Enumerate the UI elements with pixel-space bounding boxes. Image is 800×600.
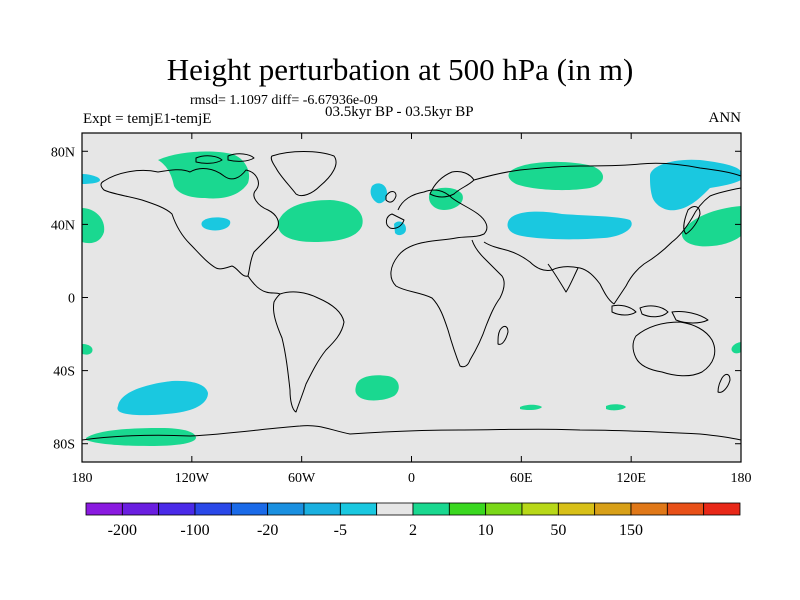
anomaly-southern-ocean-small-2 — [606, 404, 626, 411]
colorbar: -200 -100 -20 -5 2 10 50 150 — [85, 502, 741, 539]
anomaly-europe-negative — [370, 183, 388, 204]
colorbar-swatch — [703, 502, 741, 516]
lat-tick-label: 80N — [51, 145, 75, 160]
colorbar-swatch — [485, 502, 523, 516]
anomaly-northeast-asia-negative — [650, 159, 741, 211]
coast-madagascar — [497, 325, 509, 345]
anomaly-southern-ocean-small-1 — [520, 404, 542, 411]
colorbar-label: 50 — [550, 522, 566, 539]
coast-north-america — [100, 168, 279, 277]
coast-new-zealand — [717, 373, 731, 393]
colorbar-swatch — [376, 502, 414, 516]
longitude-axis: 180 120W 60W 0 60E 120E 180 — [72, 133, 752, 486]
anomaly-north-pacific-positive — [681, 206, 741, 247]
lon-tick-label: 180 — [72, 471, 93, 486]
anomaly-south-atlantic-positive — [355, 375, 399, 401]
colorbar-swatch — [594, 502, 632, 516]
colorbar-swatch — [158, 502, 196, 516]
lon-tick-label: 120W — [175, 471, 210, 486]
lon-tick-label: 180 — [731, 471, 752, 486]
colorbar-label: -100 — [180, 522, 209, 539]
coast-india — [547, 263, 579, 293]
experiment-label: Expt = temjE1-temjE — [83, 111, 212, 127]
colorbar-label: -5 — [334, 522, 347, 539]
colorbar-label: -200 — [108, 522, 137, 539]
colorbar-swatch — [448, 502, 487, 516]
lat-tick-label: 80S — [53, 438, 75, 453]
colorbar-swatch — [121, 502, 160, 516]
stats-text: rmsd= 1.1097 diff= -6.67936e-09 — [190, 93, 378, 108]
coast-greenland — [270, 151, 337, 197]
anomaly-south-edge-left — [82, 344, 93, 355]
colorbar-label: 10 — [478, 522, 494, 539]
lat-tick-label: 0 — [68, 292, 75, 307]
coast-asia — [473, 162, 742, 305]
colorbar-swatch — [630, 502, 668, 516]
colorbar-swatch — [412, 502, 450, 516]
anomaly-south-pacific-negative — [117, 380, 208, 416]
lon-tick-label: 60E — [510, 471, 533, 486]
lat-tick-label: 40S — [53, 365, 75, 380]
lat-tick-label: 40N — [51, 218, 75, 233]
colorbar-swatch — [339, 502, 378, 516]
figure-title: Height perturbation at 500 hPa (in m) — [166, 52, 634, 87]
anomaly-central-asia-negative — [507, 211, 632, 240]
coast-antarctica — [81, 425, 742, 441]
coast-arctic-islands — [195, 153, 255, 164]
colorbar-swatch — [303, 502, 341, 516]
colorbar-swatch — [85, 502, 123, 516]
anomaly-patches — [82, 151, 741, 446]
anomaly-south-edge-right — [731, 342, 741, 354]
colorbar-swatch — [521, 502, 559, 516]
anomaly-north-america-positive — [158, 151, 250, 199]
colorbar-label: -20 — [257, 522, 278, 539]
anomaly-east-pacific-edge-negative — [82, 174, 100, 184]
colorbar-swatch — [230, 502, 269, 516]
lon-tick-label: 0 — [408, 471, 415, 486]
coast-japan — [683, 206, 701, 235]
colorbar-label: 150 — [619, 522, 643, 539]
colorbar-swatch — [557, 502, 596, 516]
colorbar-swatch — [666, 502, 705, 516]
coast-europe-africa — [390, 189, 505, 368]
coast-maritime-continent — [611, 304, 709, 324]
colorbar-swatch — [194, 502, 232, 516]
period-label: 03.5kyr BP - 03.5kyr BP — [325, 104, 474, 120]
coast-iberia-britain — [385, 191, 405, 229]
colorbar-swatch — [267, 502, 305, 516]
colorbar-label: 2 — [409, 522, 417, 539]
season-label: ANN — [708, 110, 742, 126]
anomaly-north-atlantic-positive — [277, 200, 363, 242]
lon-tick-label: 60W — [288, 471, 316, 486]
anomaly-antarctic-positive — [86, 428, 196, 446]
anomaly-hudson-negative — [201, 217, 231, 231]
lon-tick-label: 120E — [616, 471, 646, 486]
anomaly-mediterranean-negative — [394, 221, 406, 236]
coast-south-america — [273, 291, 345, 413]
latitude-axis: 80N 40N 0 40S 80S — [51, 145, 741, 453]
anomaly-west-pacific-edge-positive — [82, 208, 105, 244]
coast-central-america — [247, 275, 281, 295]
coast-australia — [632, 321, 716, 377]
coastlines — [81, 151, 742, 441]
